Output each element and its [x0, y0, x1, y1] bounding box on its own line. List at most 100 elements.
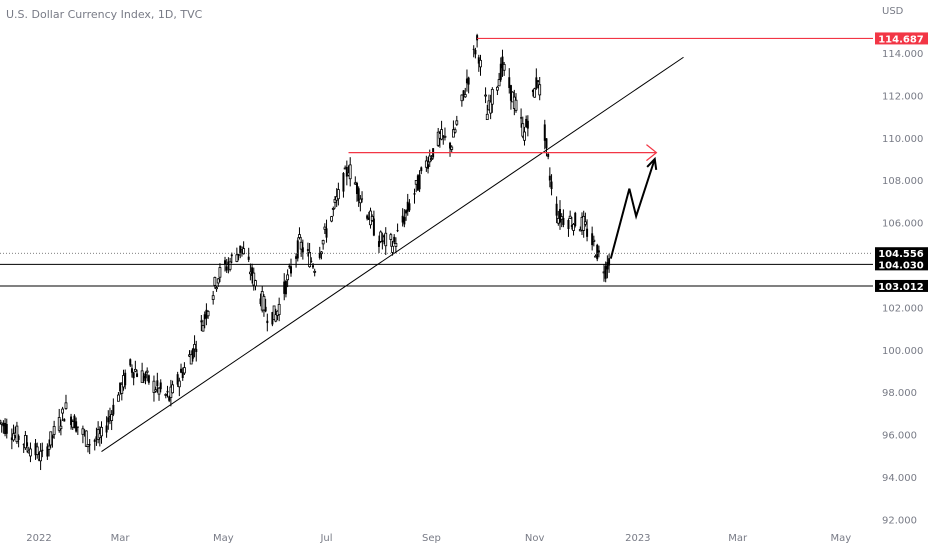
y-tick-label: 108.000 [882, 176, 923, 187]
candle [306, 242, 309, 257]
candle [562, 209, 565, 228]
candle [64, 394, 68, 410]
candle [235, 247, 239, 263]
candle [290, 258, 292, 277]
candle [452, 120, 455, 138]
candle [52, 420, 56, 439]
candle [183, 362, 186, 375]
candle [215, 286, 218, 292]
candle [15, 421, 19, 444]
candle [533, 87, 537, 98]
candle [401, 208, 404, 227]
candle [521, 116, 525, 139]
candle [119, 382, 122, 395]
candle [49, 431, 53, 449]
candle [608, 253, 611, 273]
candle [105, 416, 108, 438]
candle [206, 310, 210, 319]
high-badge-label: 114.687 [878, 34, 924, 45]
candle [152, 375, 156, 402]
current-price-badge-label: 104.556 [878, 249, 924, 260]
candle [132, 371, 135, 386]
candle [606, 255, 609, 279]
candle [129, 358, 132, 368]
candle [70, 413, 73, 430]
candle [472, 45, 475, 58]
support-2-badge-label: 103.012 [878, 282, 924, 293]
candle [370, 214, 374, 222]
candle [484, 87, 487, 104]
candle [389, 232, 393, 247]
y-tick-label: 110.000 [882, 134, 923, 145]
candle [348, 157, 352, 187]
candle [295, 253, 298, 268]
candle [418, 170, 421, 193]
chart-title: U.S. Dollar Currency Index, 1D, TVC [6, 8, 203, 21]
candle [225, 258, 228, 273]
candle [555, 196, 558, 224]
candle [424, 155, 428, 172]
candle [420, 166, 423, 175]
x-tick-label: Sep [422, 533, 441, 544]
candle [266, 313, 269, 332]
candle [502, 61, 506, 76]
candle [604, 261, 607, 283]
candle [476, 33, 479, 48]
candle [479, 54, 482, 76]
candle [200, 315, 203, 332]
projection-arrowhead [646, 156, 658, 171]
y-tick-label: 96.000 [882, 431, 917, 442]
candle [333, 196, 337, 209]
candle [193, 335, 196, 358]
candle [525, 115, 528, 128]
candle [477, 54, 480, 72]
candle [10, 428, 13, 450]
candle [455, 115, 459, 127]
candle [361, 191, 364, 203]
x-tick-label: Mar [728, 533, 748, 544]
candle [308, 242, 312, 268]
candle [76, 426, 79, 435]
candle [227, 257, 230, 274]
x-tick-label: 2023 [625, 533, 650, 544]
support-1-badge [875, 258, 928, 271]
candle [108, 407, 111, 425]
candle [203, 311, 206, 329]
candle [330, 215, 334, 223]
candle [95, 427, 98, 446]
candle [41, 442, 44, 458]
candle [394, 237, 398, 254]
candle [237, 253, 240, 261]
candle [37, 452, 40, 462]
candle [463, 87, 467, 98]
candle [520, 108, 523, 128]
candle [508, 68, 511, 94]
candle [393, 234, 396, 244]
candle [57, 408, 61, 433]
candle [383, 234, 386, 245]
candle [331, 206, 335, 217]
candle [29, 442, 32, 463]
candle [26, 435, 29, 453]
candle [189, 350, 193, 365]
candle [586, 219, 589, 242]
candle [545, 138, 548, 157]
candle [296, 237, 299, 262]
candle [440, 120, 443, 141]
candle [17, 434, 20, 448]
candle [321, 239, 325, 250]
candle [133, 360, 137, 373]
y-tick-label: 106.000 [882, 219, 923, 230]
candle [230, 252, 233, 264]
candle [272, 305, 276, 320]
candle [147, 374, 150, 385]
candle [443, 127, 447, 141]
support-2-badge [875, 279, 928, 292]
candle [548, 167, 551, 188]
candle [259, 293, 262, 307]
candle [168, 395, 171, 403]
candle [436, 127, 440, 148]
candle [547, 152, 550, 160]
candle [499, 57, 502, 82]
